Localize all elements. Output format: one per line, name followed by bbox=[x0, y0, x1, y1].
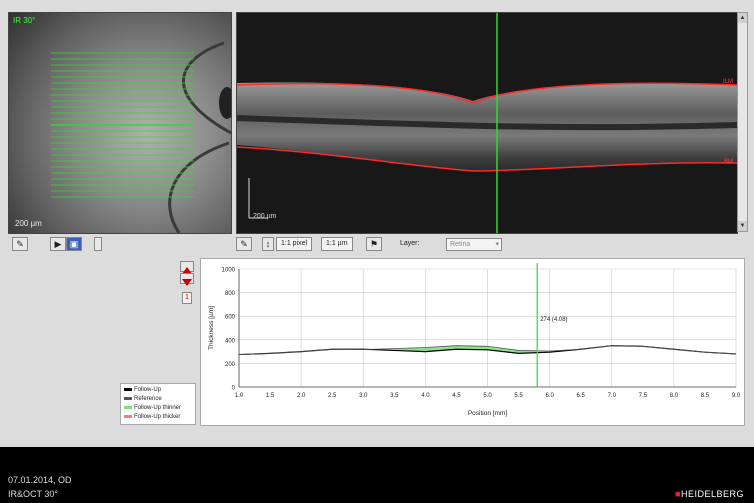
x-tick-label: 3.0 bbox=[359, 393, 368, 399]
x-tick-label: 9.0 bbox=[732, 393, 741, 399]
fundus-modality-label: IR 30° bbox=[13, 16, 36, 25]
y-tick-label: 0 bbox=[232, 386, 236, 392]
bm-segmentation-line bbox=[237, 146, 737, 172]
bm-label: BM bbox=[724, 159, 733, 165]
save-button[interactable]: ▣ bbox=[66, 237, 82, 251]
bscan-scale-label: 200 µm bbox=[253, 213, 277, 220]
legend-swatch-follow-up bbox=[124, 387, 132, 391]
arrow-down-icon bbox=[182, 279, 192, 286]
bscan-scrollbar[interactable]: ▲ ▼ bbox=[737, 12, 748, 232]
legend-item: Follow-Up thinner bbox=[124, 404, 181, 412]
chart-legend: Follow-Up Reference Follow-Up thinner Fo… bbox=[120, 383, 196, 425]
play-button[interactable]: ▶ bbox=[50, 237, 66, 251]
chart-down-button[interactable] bbox=[180, 273, 194, 286]
y-tick-label: 400 bbox=[225, 338, 236, 344]
y-tick-label: 800 bbox=[225, 291, 236, 297]
legend-item: Follow-Up thicker bbox=[124, 413, 180, 421]
chevron-down-icon: ▾ bbox=[495, 241, 499, 248]
bscan-image bbox=[237, 13, 737, 233]
legend-swatch-thicker bbox=[124, 414, 132, 418]
report-footer: 07.01.2014, OD IR&OCT 30° ■HEIDELBERG bbox=[0, 447, 754, 503]
exam-date-eye: 07.01.2014, OD bbox=[8, 475, 72, 485]
layer-edit-button[interactable]: ⚑ bbox=[366, 237, 382, 251]
exam-modality: IR&OCT 30° bbox=[8, 489, 58, 499]
scale-pixel-button[interactable]: 1:1 pixel bbox=[276, 237, 313, 251]
legend-item: Reference bbox=[124, 395, 162, 403]
vertical-scale-icon: ↕ bbox=[265, 239, 271, 249]
series-reference-line bbox=[238, 345, 737, 355]
legend-swatch-reference bbox=[124, 396, 132, 400]
play-icon: ▶ bbox=[54, 239, 62, 249]
layer-select-value: Retina bbox=[450, 241, 471, 248]
cursor-value-label: 274 (4.08) bbox=[540, 317, 567, 323]
x-tick-label: 2.0 bbox=[297, 393, 306, 399]
y-tick-label: 600 bbox=[225, 315, 236, 321]
layer-icon: ⚑ bbox=[369, 239, 379, 249]
slider-handle[interactable] bbox=[94, 237, 102, 251]
fundus-scale-label: 200 µm bbox=[15, 219, 42, 228]
wand-icon: ✎ bbox=[240, 239, 248, 249]
x-tick-label: 7.5 bbox=[639, 393, 648, 399]
chart-index-badge[interactable]: 1 bbox=[182, 292, 192, 304]
x-tick-label: 1.5 bbox=[266, 393, 275, 399]
bscan-tool-button[interactable]: ✎ bbox=[236, 237, 252, 251]
x-tick-label: 6.0 bbox=[545, 393, 554, 399]
x-tick-label: 4.5 bbox=[452, 393, 461, 399]
layer-select[interactable]: Retina ▾ bbox=[446, 238, 502, 251]
x-tick-label: 4.0 bbox=[421, 393, 430, 399]
scale-um-button[interactable]: 1:1 µm bbox=[321, 237, 353, 251]
layer-label: Layer: bbox=[400, 240, 420, 247]
x-tick-label: 5.5 bbox=[514, 393, 523, 399]
thickness-chart-panel: 0 200 400 600 800 1000 1.0 1.5 2.0 2.5 3.0 3.5 4.0 4.… bbox=[200, 258, 745, 426]
ilm-segmentation-line bbox=[237, 82, 737, 104]
chart-up-button[interactable] bbox=[180, 261, 194, 274]
fundus-tool-button[interactable]: ✎ bbox=[12, 237, 28, 251]
thinner-area bbox=[363, 345, 581, 354]
arrow-up-icon bbox=[182, 267, 192, 274]
x-tick-label: 6.5 bbox=[577, 393, 586, 399]
fundus-image[interactable]: IR 30° 200 µm bbox=[8, 12, 232, 234]
wand-icon: ✎ bbox=[16, 239, 24, 249]
y-tick-label: 200 bbox=[225, 362, 236, 368]
floppy-icon: ▣ bbox=[69, 239, 79, 249]
scroll-down-icon[interactable]: ▼ bbox=[738, 221, 747, 231]
x-tick-label: 8.0 bbox=[670, 393, 679, 399]
fundus-scan-overlay bbox=[51, 41, 231, 233]
ilm-label: ILM bbox=[722, 79, 733, 85]
legend-label: Follow-Up thicker bbox=[134, 414, 181, 420]
x-axis-label: Position [mm] bbox=[468, 410, 508, 417]
scale-toggle-button[interactable]: ↕ bbox=[262, 237, 274, 251]
thickness-chart[interactable]: 0 200 400 600 800 1000 1.0 1.5 2.0 2.5 3.0 3.5 4.0 4.… bbox=[201, 259, 746, 427]
legend-swatch-thinner bbox=[124, 405, 132, 409]
brand-logo: ■HEIDELBERG bbox=[675, 489, 744, 499]
legend-label: Follow-Up thinner bbox=[134, 405, 182, 411]
x-tick-label: 2.5 bbox=[328, 393, 337, 399]
scroll-up-icon[interactable]: ▲ bbox=[738, 13, 747, 23]
x-tick-label: 8.5 bbox=[701, 393, 710, 399]
y-axis-label: Thickness [µm] bbox=[208, 306, 215, 350]
legend-item: Follow-Up bbox=[124, 386, 161, 394]
x-tick-label: 7.0 bbox=[608, 393, 617, 399]
x-tick-label: 5.0 bbox=[483, 393, 492, 399]
x-tick-label: 1.0 bbox=[235, 393, 244, 399]
x-tick-label: 3.5 bbox=[390, 393, 399, 399]
oct-bscan[interactable]: 200 µm ILM BM bbox=[236, 12, 738, 234]
y-tick-label: 1000 bbox=[222, 268, 236, 274]
legend-label: Follow-Up bbox=[134, 387, 162, 393]
legend-label: Reference bbox=[134, 396, 162, 402]
